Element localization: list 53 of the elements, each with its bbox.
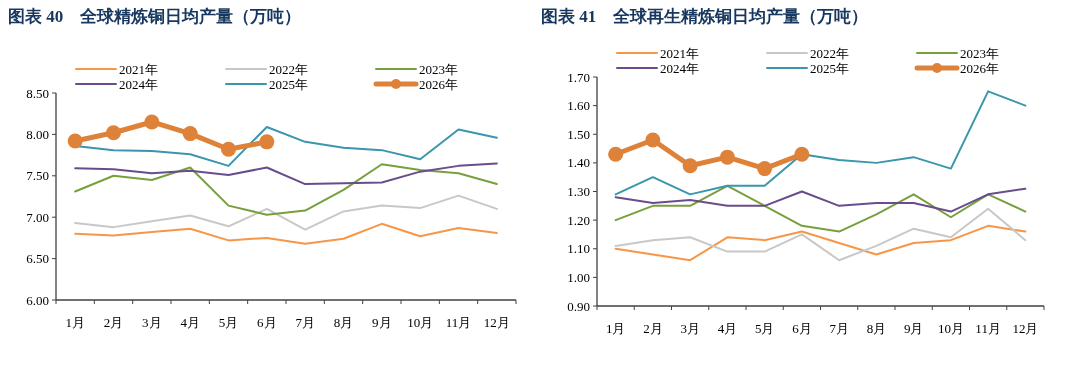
chart-title: 图表 40 全球精炼铜日均产量（万吨） [8, 7, 302, 26]
x-tick-label: 1月 [65, 315, 85, 330]
x-tick-label: 10月 [407, 315, 434, 330]
legend-label: 2021年 [119, 62, 158, 77]
x-tick-label: 5月 [218, 315, 239, 330]
x-tick-label: 4月 [717, 321, 738, 336]
x-tick-label: 9月 [903, 321, 924, 336]
legend-label: 2021年 [660, 46, 699, 61]
y-tick-label: 0.90 [567, 298, 590, 314]
y-tick-label: 8.50 [26, 85, 49, 101]
legend-label: 2025年 [810, 61, 849, 76]
y-tick-label: 1.00 [567, 269, 590, 285]
x-tick-label: 6月 [257, 315, 277, 330]
x-tick-label: 11月 [445, 315, 472, 330]
x-tick-label: 2月 [103, 315, 124, 330]
legend-label: 2023年 [960, 46, 999, 61]
x-tick-label: 4月 [180, 315, 200, 330]
legend-label: 2025年 [269, 77, 308, 92]
y-tick-label: 1.20 [567, 212, 590, 228]
legend-label: 2026年 [419, 77, 458, 92]
y-tick-label: 1.50 [567, 126, 590, 142]
y-tick-label: 1.70 [567, 69, 590, 85]
y-tick-label: 6.00 [26, 292, 49, 308]
x-tick-label: 12月 [483, 315, 510, 330]
x-tick-label: 11月 [975, 321, 1001, 336]
y-tick-label: 1.10 [567, 241, 590, 257]
x-tick-label: 7月 [829, 321, 849, 336]
y-tick-label: 1.30 [567, 184, 590, 199]
x-tick-label: 3月 [680, 321, 700, 336]
y-tick-label: 8.00 [26, 126, 49, 142]
legend-label: 2022年 [269, 62, 308, 77]
y-tick-label: 7.50 [26, 168, 49, 184]
x-tick-label: 9月 [372, 315, 392, 330]
y-tick-label: 6.50 [26, 251, 49, 267]
x-tick-label: 5月 [754, 321, 775, 336]
legend-label: 2022年 [810, 46, 849, 61]
x-tick-label: 8月 [866, 321, 887, 336]
x-tick-label: 2月 [643, 321, 663, 336]
x-tick-label: 7月 [295, 315, 315, 330]
x-tick-label: 12月 [1012, 321, 1039, 336]
x-tick-label: 3月 [142, 315, 162, 330]
legend-label: 2026年 [960, 61, 999, 76]
x-tick-label: 8月 [333, 315, 354, 330]
legend-label: 2023年 [419, 62, 458, 77]
y-tick-label: 1.40 [567, 155, 590, 171]
y-tick-label: 7.00 [26, 209, 49, 225]
y-tick-label: 1.60 [567, 98, 590, 114]
legend-label: 2024年 [660, 61, 699, 76]
chart-title: 图表 41 全球再生精炼铜日均产量（万吨） [541, 7, 869, 26]
x-tick-label: 10月 [937, 321, 964, 336]
x-tick-label: 6月 [792, 321, 812, 336]
x-tick-label: 1月 [605, 321, 626, 336]
legend-label: 2024年 [119, 77, 158, 92]
